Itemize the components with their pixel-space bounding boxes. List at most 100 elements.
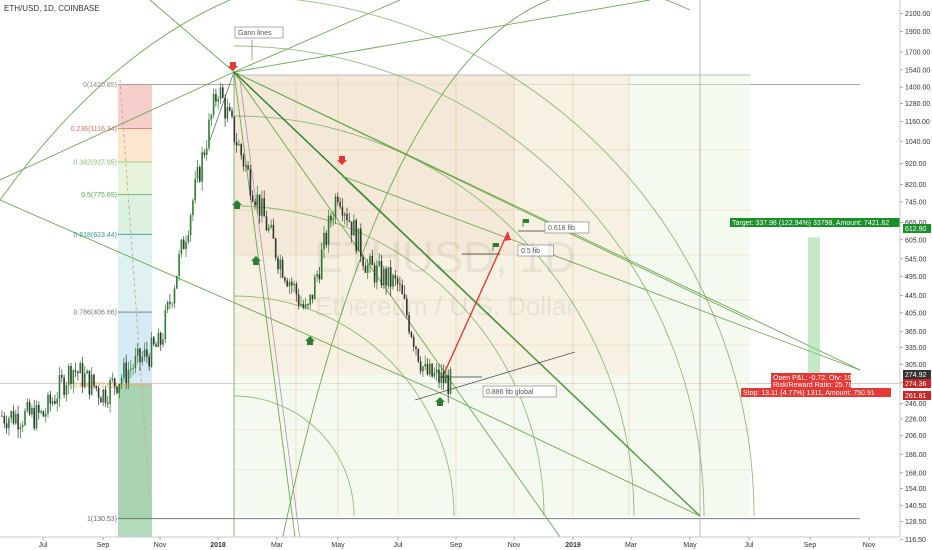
candle-body <box>350 221 353 236</box>
open-pnl-label: Open P&L: -0.72, Qty: 19 <box>773 375 852 382</box>
candle-body <box>24 410 26 425</box>
candle-body <box>102 389 104 403</box>
fib-level-label: 1(130.53) <box>87 516 117 523</box>
candle-body <box>373 265 376 283</box>
candle-body <box>17 413 19 430</box>
gann-fan-line <box>0 199 446 396</box>
y-tick-label: 186.00 <box>905 452 927 459</box>
candle-body <box>245 165 247 167</box>
annotation-label: Gann lines <box>238 30 272 37</box>
candle-body <box>309 294 311 305</box>
y-tick-label: 140.50 <box>905 503 927 510</box>
candle-body <box>304 304 307 308</box>
candle-body <box>387 267 390 286</box>
candle-body <box>327 215 330 245</box>
gann-arc <box>233 45 705 517</box>
fib-level-label: 0.786(406.66) <box>73 310 117 317</box>
candle-body <box>90 374 93 395</box>
candle-body <box>153 337 155 345</box>
price-badge-label: 274.92 <box>905 372 927 379</box>
price-badge <box>903 391 931 400</box>
y-tick-label: 154.00 <box>905 486 927 493</box>
candle-body <box>449 369 452 394</box>
candle-body <box>272 224 275 239</box>
candle-body <box>392 275 394 287</box>
buy-arrow-icon <box>232 200 242 209</box>
candle-body <box>433 372 436 377</box>
candle-body <box>143 349 146 357</box>
x-tick-label: May <box>683 542 697 549</box>
gann-arc-outer <box>0 0 560 201</box>
candle-body <box>288 281 291 287</box>
candle-body <box>265 216 268 231</box>
gann-fan-line <box>149 0 235 73</box>
time-axis[interactable]: Jul Sep Nov 2018 Mar May Jul Sep Nov 2019 Mar May Ju… <box>39 537 876 549</box>
candle-body <box>95 386 98 389</box>
candle-body <box>371 255 374 266</box>
gann-box-core <box>234 75 514 255</box>
candle-body <box>203 152 206 156</box>
candle-body <box>130 368 132 370</box>
trend-lines: Gann lines 0.618 fib 0.5 fib 0.886 fib glob… <box>0 0 861 537</box>
candle-body <box>26 402 29 411</box>
flag-icon <box>493 243 499 247</box>
candle-body <box>426 363 429 375</box>
candle-body <box>251 195 254 202</box>
y-tick-label: 820.00 <box>905 182 927 189</box>
y-tick-label: 405.00 <box>905 310 927 317</box>
candle-body <box>15 413 17 424</box>
candle-body <box>28 402 31 415</box>
risk-reward-label-box <box>771 380 851 389</box>
sell-arrow-icon <box>228 62 238 71</box>
candle-body <box>438 369 440 383</box>
candle-body <box>228 107 231 111</box>
candle-body <box>173 288 176 304</box>
gann-arc <box>233 295 455 517</box>
candle-body <box>256 194 259 206</box>
candle-body <box>332 218 334 221</box>
candle-body <box>357 228 360 252</box>
candle-body <box>330 215 332 221</box>
sell-arrow-icon <box>337 156 347 165</box>
candle-body <box>49 394 52 404</box>
y-tick-label: 665.00 <box>905 220 927 227</box>
candle-body <box>378 261 380 266</box>
x-tick-label: Jul <box>745 542 754 549</box>
watermark-description: Ethereum / U.S. Dollar <box>315 291 575 321</box>
candle-body <box>159 332 162 345</box>
candle-body <box>146 349 148 357</box>
candle-body <box>84 373 86 387</box>
plot-area[interactable]: 0(1420.85)0.236(1116.34)0.382(927.95)0.5… <box>0 0 900 550</box>
candle-body <box>109 379 111 404</box>
candle-body <box>54 401 56 404</box>
gann-arc <box>233 395 355 517</box>
candle-body <box>35 404 38 429</box>
candle-body <box>445 375 447 384</box>
candle-body <box>396 278 399 284</box>
projection-arrow <box>441 231 509 379</box>
trade-zone: Target: 337.98 (122.94%) 33798, Amount: … <box>730 218 900 397</box>
annotation-box <box>517 244 554 257</box>
candle-body <box>254 201 256 206</box>
candle-body <box>247 165 249 170</box>
candle-body <box>424 363 426 367</box>
candle-body <box>136 348 139 356</box>
candle-body <box>341 206 344 216</box>
candle-body <box>238 144 240 146</box>
candle-body <box>19 427 22 430</box>
candle-body <box>171 303 173 305</box>
candle-body <box>65 385 68 395</box>
x-tick-label: Sep <box>97 542 110 549</box>
candle-body <box>362 256 364 266</box>
open-pnl-label-box <box>771 373 851 382</box>
candle-body <box>72 370 75 384</box>
candle-body <box>192 200 194 216</box>
flag-icon <box>523 219 529 223</box>
gann-label-pointer <box>209 71 235 141</box>
candle-body <box>302 303 305 308</box>
candle-body <box>182 239 185 250</box>
candle-body <box>21 424 24 428</box>
buy-arrow-icon <box>305 336 315 345</box>
candle-body <box>162 339 164 345</box>
